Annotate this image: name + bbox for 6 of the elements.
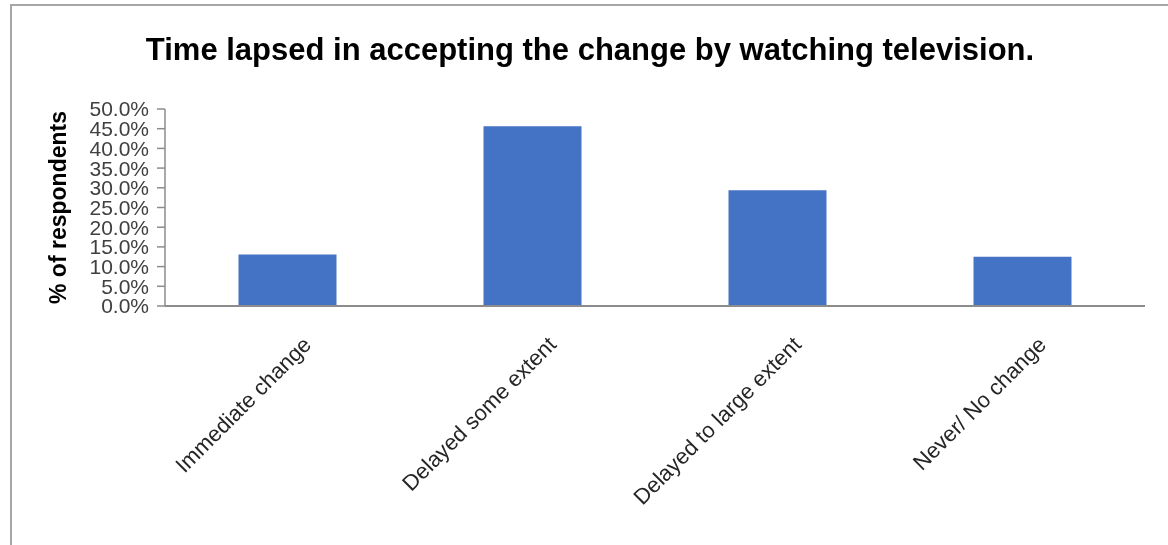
chart-title: Time lapsed in accepting the change by watching television.: [144, 32, 1036, 68]
bar: [483, 126, 582, 306]
bar: [238, 254, 337, 306]
bar: [973, 256, 1072, 306]
bar: [728, 190, 827, 306]
y-axis-title: % of respondents: [45, 111, 72, 304]
